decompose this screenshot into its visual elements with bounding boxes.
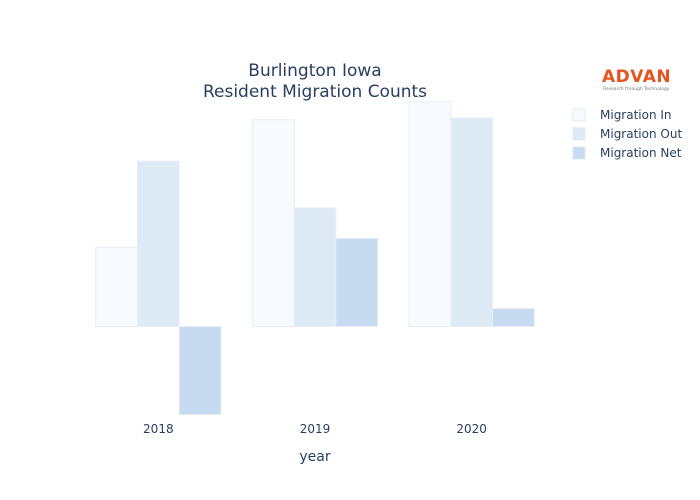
legend-swatch[interactable] [572, 146, 586, 160]
bar-migration-out-2018[interactable] [136, 160, 180, 328]
legend-label[interactable]: Migration Out [600, 127, 682, 141]
advan-logo: ADVAN Research through Technology [602, 67, 671, 92]
x-axis-ticks: 2018 2019 2020 [143, 422, 487, 436]
bars-layer [95, 101, 535, 416]
bar-migration-net-2018[interactable] [178, 326, 222, 416]
x-tick-label: 2018 [143, 422, 174, 436]
bar-migration-out-2019[interactable] [293, 207, 337, 328]
x-axis-label: year [299, 449, 330, 465]
legend-label[interactable]: Migration Net [600, 146, 682, 160]
logo-brand: ADVAN [602, 67, 671, 87]
legend-label[interactable]: Migration In [600, 108, 672, 122]
x-tick-label: 2020 [456, 422, 487, 436]
chart-subtitle: Resident Migration Counts [203, 82, 427, 102]
legend-swatch[interactable] [572, 127, 586, 141]
legend-swatch[interactable] [572, 108, 586, 122]
bar-migration-in-2018[interactable] [95, 246, 138, 328]
chart-title: Burlington Iowa [248, 61, 381, 81]
chart-legend[interactable]: Migration In Migration Out Migration Net [572, 108, 682, 160]
bar-migration-in-2019[interactable] [251, 119, 295, 328]
bar-migration-net-2019[interactable] [335, 237, 379, 328]
chart-title-group: Burlington Iowa Resident Migration Count… [203, 61, 427, 102]
bar-migration-out-2020[interactable] [450, 117, 494, 328]
bar-migration-net-2020[interactable] [492, 308, 535, 328]
x-tick-label: 2019 [300, 422, 331, 436]
bar-migration-in-2020[interactable] [408, 101, 452, 328]
logo-tagline: Research through Technology [603, 86, 670, 92]
